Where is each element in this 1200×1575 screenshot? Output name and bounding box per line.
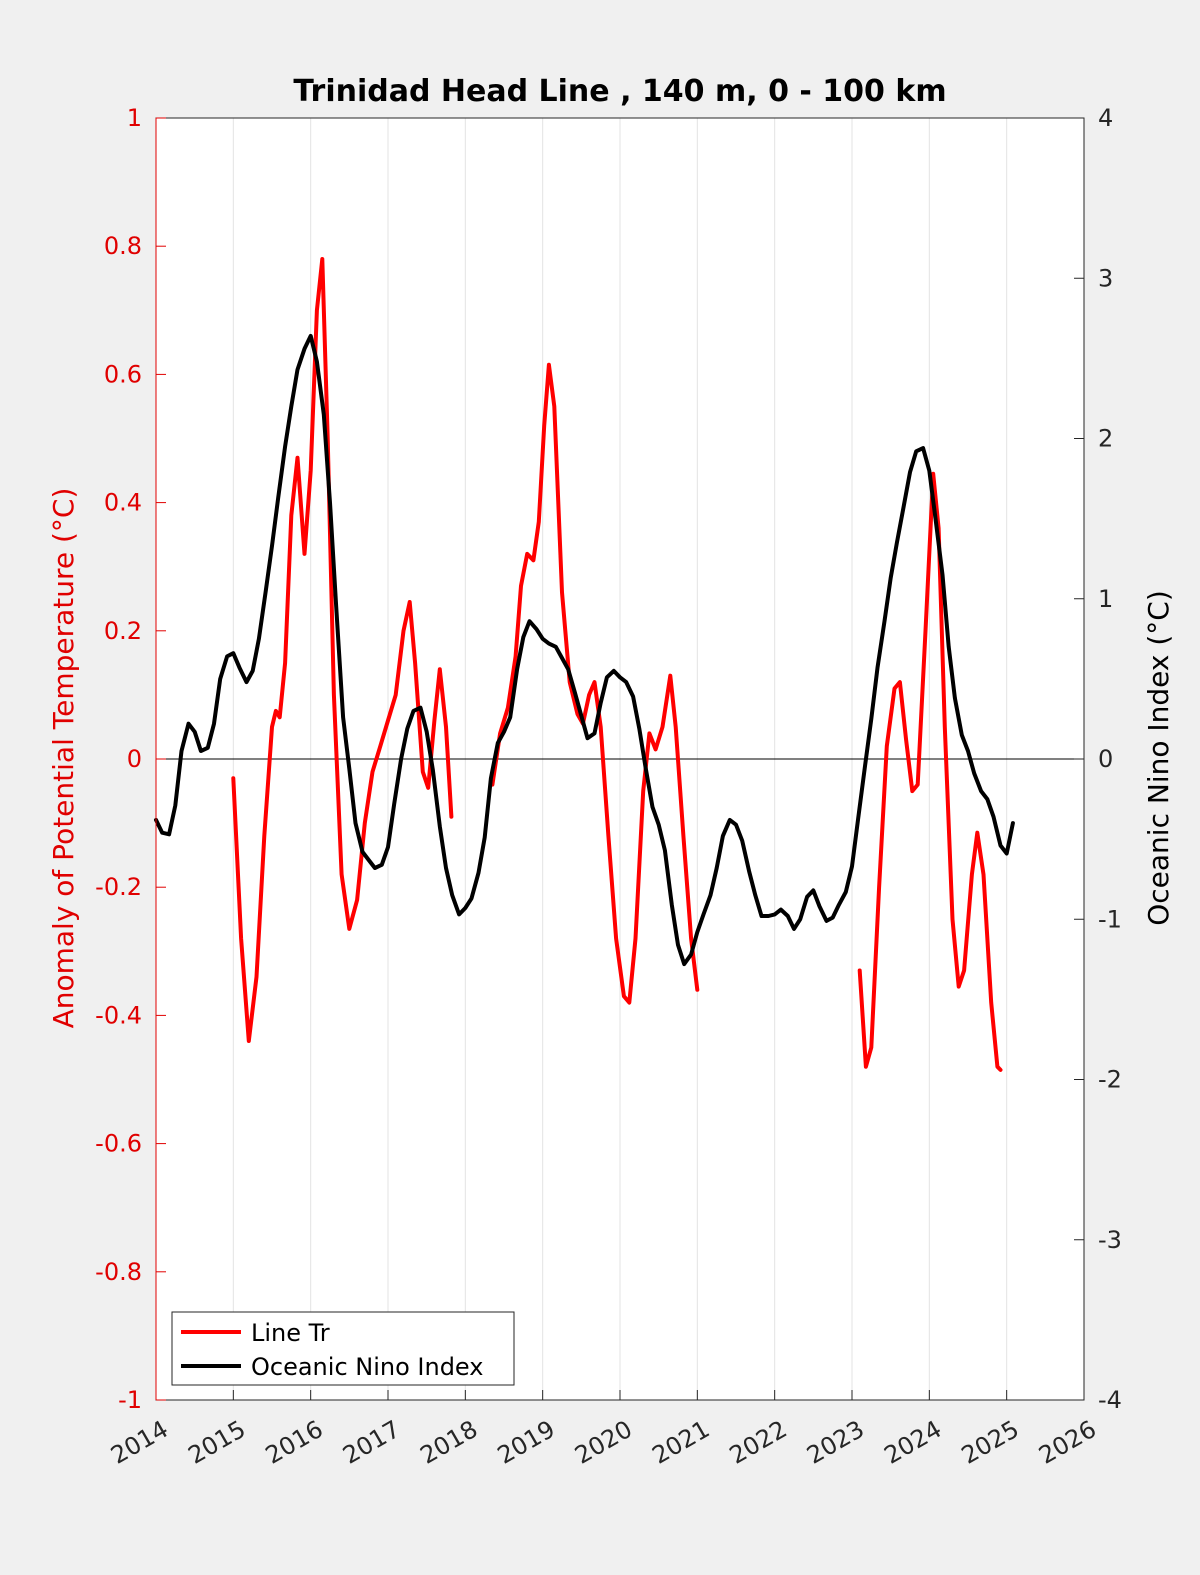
left-y-tick-label: -0.8 [95,1258,142,1286]
chart-title: Trinidad Head Line , 140 m, 0 - 100 km [293,74,946,109]
series-line-line-tr [490,362,700,1005]
left-y-tick-label: 0.8 [104,232,142,260]
series-line-line-tr [857,471,1003,1072]
series-line-oceanic-nino-index [154,333,1015,967]
left-axis-label: Anomaly of Potential Temperature (°C) [47,488,80,1029]
right-y-tick-label: -1 [1098,905,1122,933]
right-y-tick-label: 0 [1098,745,1113,773]
legend: Line Tr Oceanic Nino Index [171,1311,515,1386]
legend-label-line-tr: Line Tr [251,1319,330,1347]
left-y-tick-label: 1 [127,104,142,132]
right-y-tick-label: 3 [1098,264,1113,292]
left-y-tick-label: 0.6 [104,360,142,388]
right-axis-label: Oceanic Nino Index (°C) [1142,590,1175,926]
left-y-tick-label: 0.2 [104,617,142,645]
right-y-tick-label: -3 [1098,1226,1122,1254]
left-y-tick-label: -0.2 [95,873,142,901]
series-layer [154,257,1084,1072]
left-y-tick-label: -1 [118,1386,142,1414]
right-y-tick-label: 2 [1098,425,1113,453]
series-line-line-tr [231,257,454,1043]
left-y-tick-label: -0.6 [95,1130,142,1158]
right-y-tick-label: -4 [1098,1386,1122,1414]
left-y-tick-label: 0 [127,745,142,773]
left-y-tick-label: -0.4 [95,1001,142,1029]
right-y-tick-label: -2 [1098,1066,1122,1094]
legend-label-oni: Oceanic Nino Index [251,1353,483,1381]
right-y-tick-label: 4 [1098,104,1113,132]
left-y-tick-label: 0.4 [104,489,142,517]
legend-box [171,1311,515,1386]
right-y-tick-label: 1 [1098,585,1113,613]
